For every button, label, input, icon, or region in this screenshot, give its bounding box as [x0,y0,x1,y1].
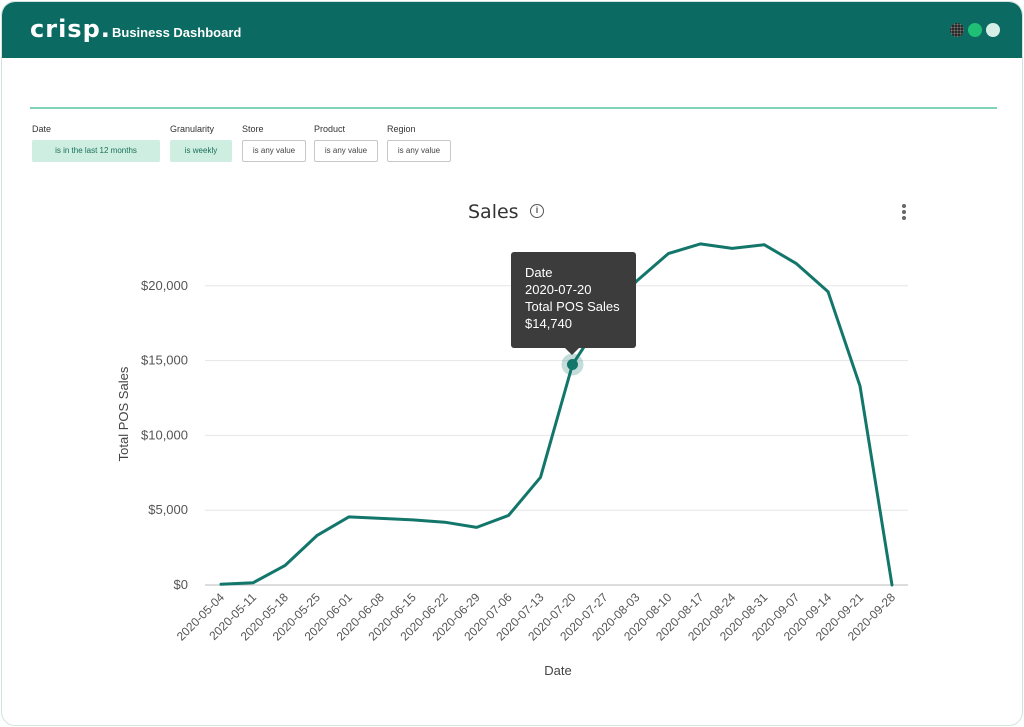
y-tick-label: $5,000 [148,502,188,517]
y-axis-title: Total POS Sales [116,366,131,461]
tooltip-line: Date [525,265,553,280]
app-title: Business Dashboard [112,25,242,40]
filter-store: Store is any value [242,124,306,162]
window-controls [950,23,1000,37]
filter-label: Store [242,124,264,134]
y-tick-label: $0 [174,577,188,592]
data-point-highlight [566,358,578,370]
filter-label: Product [314,124,346,134]
chart-title: Sales [468,201,519,223]
tooltip-line: 2020-07-20 [525,282,592,297]
filter-store-pill[interactable]: is any value [242,140,306,162]
y-tick-label: $10,000 [141,427,188,442]
filter-region: Region is any value [387,124,451,162]
filter-date-pill[interactable]: is in the last 12 months [32,140,160,162]
status-dot-icon [986,23,1000,37]
kebab-menu-icon[interactable] [901,204,907,222]
filter-region-pill[interactable]: is any value [387,140,451,162]
app-header: crisp. Business Dashboard [2,2,1022,58]
sales-series-line [219,242,894,587]
tooltip-line: Total POS Sales [525,299,620,314]
status-dot-icon [968,23,982,37]
info-icon[interactable]: i [530,204,544,218]
crisp-logo[interactable]: crisp. [30,15,111,43]
y-tick-label: $15,000 [141,353,188,368]
filter-label: Region [387,124,416,134]
filter-product-pill[interactable]: is any value [314,140,378,162]
filter-date: Date is in the last 12 months [32,124,160,162]
chart-tooltip: Date 2020-07-20 Total POS Sales $14,740 [511,252,636,355]
y-tick-label: $20,000 [141,278,188,293]
filter-label: Granularity [170,124,215,134]
filter-label: Date [32,124,52,134]
filter-granularity: Granularity is weekly [170,124,232,162]
filter-granularity-pill[interactable]: is weekly [170,140,232,162]
filter-product: Product is any value [314,124,378,162]
x-axis-title: Date [544,663,571,678]
loading-dots-icon [950,23,964,37]
tooltip-line: $14,740 [525,316,572,331]
section-divider [30,107,997,109]
